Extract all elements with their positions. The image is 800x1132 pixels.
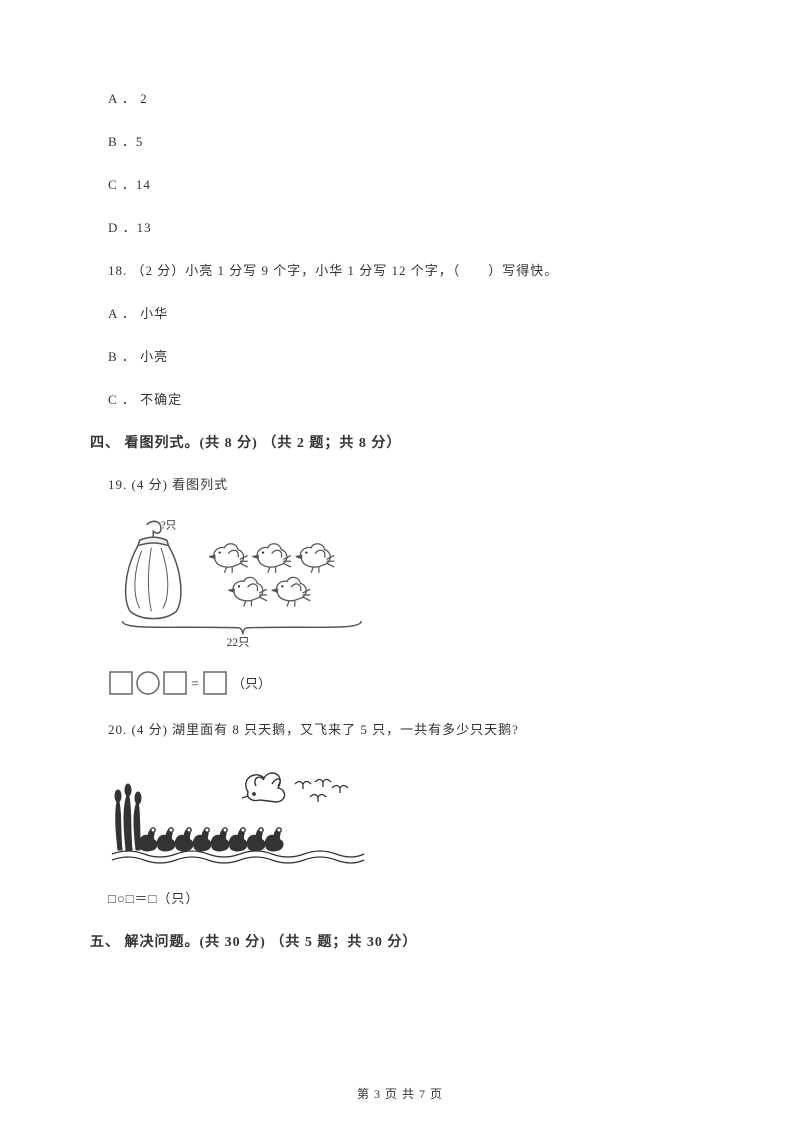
q20-text: 20. (4 分) 湖里面有 8 只天鹅，又飞来了 5 只，一共有多少只天鹅? xyxy=(108,719,710,738)
q17-option-b: B ．5 xyxy=(108,131,710,150)
q20-illustration xyxy=(108,762,710,872)
page-footer: 第 3 页 共 7 页 xyxy=(0,1085,800,1102)
q20-equation: □○□＝□（只） xyxy=(108,888,710,907)
section-4-header: 四、 看图列式。(共 8 分) （共 2 题；共 8 分） xyxy=(90,432,710,452)
q19-illustration: ?只 22只 xyxy=(108,517,710,652)
q18-text: 18. （2 分）小亮 1 分写 9 个字，小华 1 分写 12 个字，（ ）写… xyxy=(108,260,710,279)
section-5-header: 五、 解决问题。(共 30 分) （共 5 题；共 30 分） xyxy=(90,931,710,951)
svg-text:=: = xyxy=(191,677,199,692)
q19-text: 19. (4 分) 看图列式 xyxy=(108,474,710,493)
svg-text:?只: ?只 xyxy=(161,521,176,532)
svg-text:22只: 22只 xyxy=(226,637,249,647)
q17-option-a: A ． 2 xyxy=(108,88,710,107)
q18-option-c: C ． 不确定 xyxy=(108,389,710,408)
q18-option-a: A ． 小华 xyxy=(108,303,710,322)
q17-option-d: D ．13 xyxy=(108,217,710,236)
q18-option-b: B ． 小亮 xyxy=(108,346,710,365)
q17-option-c: C ．14 xyxy=(108,174,710,193)
q19-equation: = （只） xyxy=(108,668,710,703)
svg-text:（只）: （只） xyxy=(232,676,271,691)
